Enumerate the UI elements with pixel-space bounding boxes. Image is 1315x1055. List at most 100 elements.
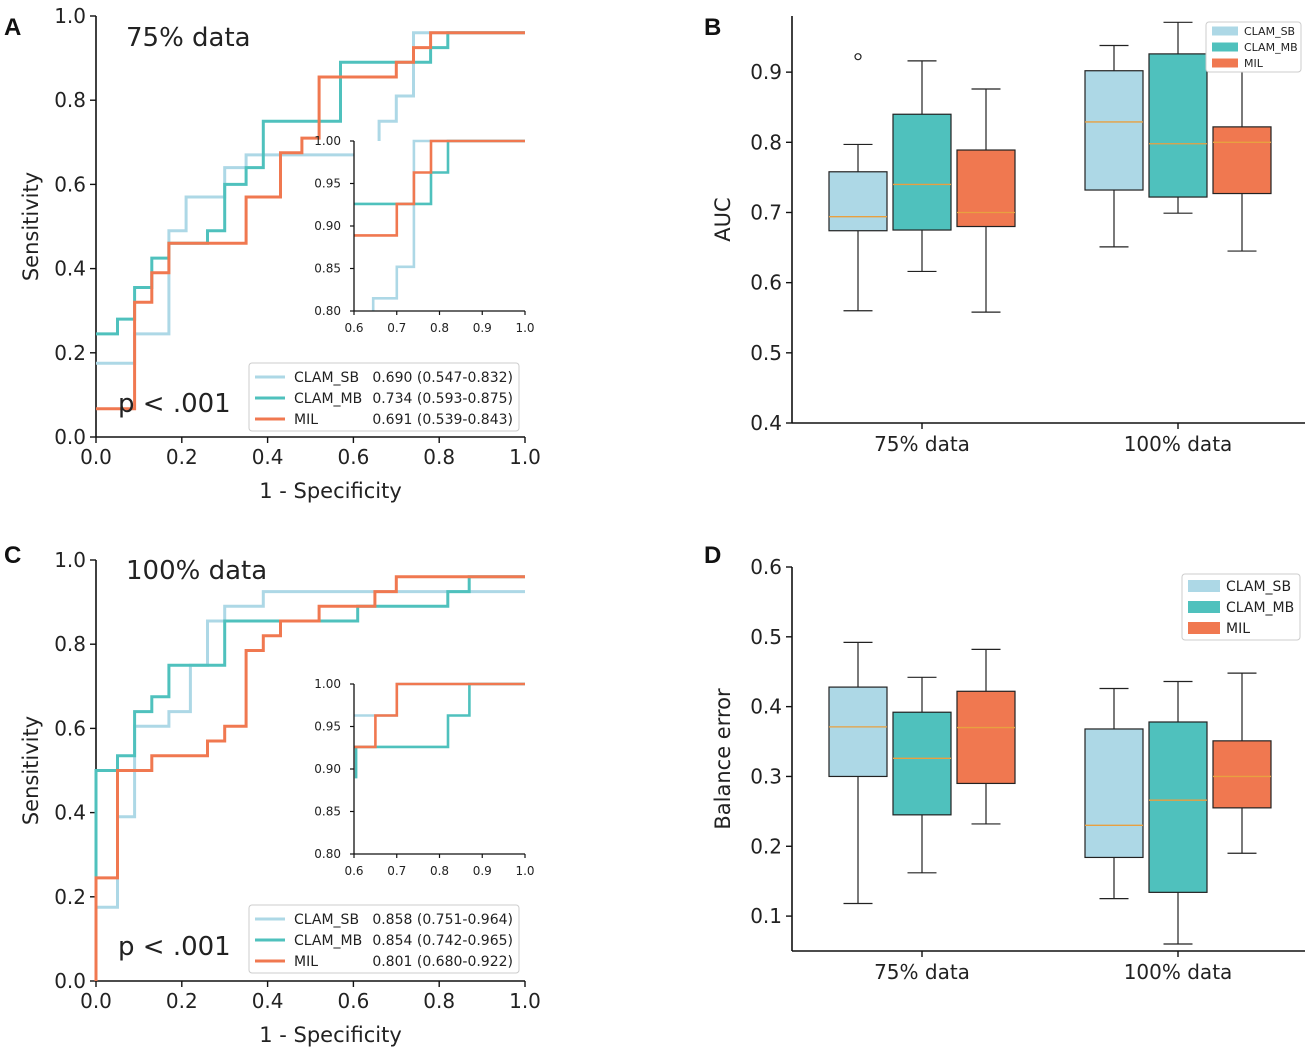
y-axis-label: Balance error	[711, 688, 735, 830]
y-tick-label: 0.4	[54, 257, 86, 281]
panel-d: D 0.1 0.2 0.3 0.4 0.5 0.6 75% data 100% data Bala…	[704, 542, 1305, 984]
x-axis-label: 1 - Specificity	[259, 1023, 402, 1047]
x-axis-label: 1 - Specificity	[259, 479, 402, 503]
legend-stat: 0.854 (0.742-0.965)	[372, 933, 513, 949]
box-body	[1212, 126, 1272, 195]
box-mil	[956, 88, 1016, 313]
legend-label: CLAM_MB	[294, 933, 362, 949]
x-tick-label: 0.4	[252, 989, 284, 1013]
roc-line-clam-sb	[96, 590, 525, 909]
inset-x-tick-label: 0.6	[344, 864, 363, 878]
legend-label: CLAM_SB	[1226, 579, 1291, 595]
legend-label: CLAM_MB	[294, 391, 362, 407]
box-body	[956, 690, 1016, 785]
x-tick-label: 1.0	[509, 445, 541, 469]
box-body	[828, 686, 888, 778]
y-axis-label: Sensitivity	[19, 172, 43, 281]
box-clam-sb	[828, 53, 888, 312]
box-clam-mb	[1148, 680, 1208, 945]
legend-label: CLAM_SB	[294, 370, 359, 386]
p-value-annotation: p < .001	[118, 389, 231, 419]
legend: CLAM_SB 0.858 (0.751-0.964) CLAM_MB 0.854 (…	[248, 904, 520, 974]
y-tick-label: 0.4	[750, 411, 782, 435]
roc-line-mil	[94, 575, 525, 981]
y-tick-label: 0.5	[750, 341, 782, 365]
inset-x-tick-label: 0.9	[473, 864, 492, 878]
inset-line-clam-sb	[371, 139, 525, 311]
legend-swatch-clam-mb	[1212, 42, 1238, 52]
legend-swatch-mil	[1212, 58, 1238, 68]
y-tick-label: 0.6	[54, 172, 86, 196]
inset-y-tick-label: 0.80	[314, 304, 341, 318]
box-mil	[1212, 672, 1272, 854]
x-tick-label: 0.2	[166, 445, 198, 469]
panel-letter: B	[704, 14, 721, 41]
box-body	[828, 171, 888, 232]
legend-stat: 0.691 (0.539-0.843)	[372, 412, 513, 428]
box-clam-sb	[1084, 44, 1144, 248]
y-tick-label: 0.9	[750, 60, 782, 84]
y-tick-label: 0.2	[54, 885, 86, 909]
x-tick-label: 0.8	[423, 445, 455, 469]
inset-y-tick-label: 0.80	[314, 847, 341, 861]
box-mil	[956, 648, 1016, 825]
panel-title: 100% data	[126, 556, 267, 586]
legend-stat: 0.690 (0.547-0.832)	[372, 370, 513, 386]
x-tick-label: 100% data	[1124, 432, 1233, 456]
legend-swatch-clam-mb	[1188, 601, 1220, 613]
box-mil	[1212, 36, 1272, 252]
inset-x-tick-label: 1.0	[515, 864, 534, 878]
box-body	[1084, 728, 1144, 859]
inset-y-tick-label: 0.90	[314, 219, 341, 233]
inset-line-mil	[354, 139, 525, 237]
y-tick-label: 0.5	[750, 625, 782, 649]
legend-stat: 0.858 (0.751-0.964)	[372, 912, 513, 928]
panel-letter: D	[704, 542, 721, 569]
y-tick-label: 0.4	[750, 695, 782, 719]
y-tick-label: 0.8	[750, 130, 782, 154]
box-body	[1212, 740, 1272, 809]
y-tick-label: 0.8	[54, 632, 86, 656]
y-tick-label: 0.6	[750, 555, 782, 579]
panel-letter: C	[4, 542, 21, 569]
y-axis-label: AUC	[711, 197, 735, 241]
y-tick-label: 0.1	[750, 904, 782, 928]
inset-y-tick-label: 0.95	[314, 720, 341, 734]
y-tick-label: 1.0	[54, 4, 86, 28]
inset-x-tick-label: 0.7	[387, 321, 406, 335]
legend-stat: 0.801 (0.680-0.922)	[372, 954, 513, 970]
box-clam-mb	[892, 676, 952, 874]
y-tick-label: 0.4	[54, 801, 86, 825]
legend-label: CLAM_MB	[1244, 41, 1298, 54]
legend: CLAM_SB 0.690 (0.547-0.832) CLAM_MB 0.734 (…	[248, 362, 520, 432]
box-clam-sb	[1084, 687, 1144, 900]
y-tick-label: 0.8	[54, 88, 86, 112]
inset-x-tick-label: 0.8	[430, 321, 449, 335]
box-body	[892, 113, 952, 231]
box-body	[1148, 721, 1208, 893]
x-tick-label: 75% data	[874, 960, 970, 984]
y-tick-label: 0.3	[750, 764, 782, 788]
box-body	[1148, 53, 1208, 198]
inset-y-tick-label: 0.85	[314, 805, 341, 819]
roc-line-clam-sb	[96, 31, 525, 365]
y-tick-label: 0.2	[750, 834, 782, 858]
inset-background	[354, 141, 525, 311]
panel-a: A 0.0 0.2 0.4 0.6 0.8 1.0 0.0 0.2 0.4 0.6 0.8 1.0 1 -…	[4, 4, 541, 503]
x-tick-label: 0.4	[252, 445, 284, 469]
box-clam-mb	[892, 60, 952, 273]
roc-line-clam-mb	[94, 575, 525, 981]
inset-x-tick-label: 0.6	[344, 321, 363, 335]
panel-c: C 0.0 0.2 0.4 0.6 0.8 1.0 0.0 0.2 0.4 0.6 0.8 1.0 1 -…	[4, 542, 541, 1047]
roc-line-clam-mb	[96, 31, 525, 336]
x-tick-label: 75% data	[874, 432, 970, 456]
x-tick-label: 0.2	[166, 989, 198, 1013]
inset-x-tick-label: 0.9	[473, 321, 492, 335]
panel-letter: A	[4, 14, 21, 41]
roc-line-mil	[96, 31, 525, 411]
inset-x-tick-label: 0.8	[430, 864, 449, 878]
inset-plot: 0.6 0.7 0.8 0.9 1.0 0.80 0.85 0.90 0.95 1.00	[314, 134, 534, 335]
box-body	[1084, 70, 1144, 191]
inset-x-tick-label: 1.0	[515, 321, 534, 335]
x-tick-label: 0.0	[80, 989, 112, 1013]
